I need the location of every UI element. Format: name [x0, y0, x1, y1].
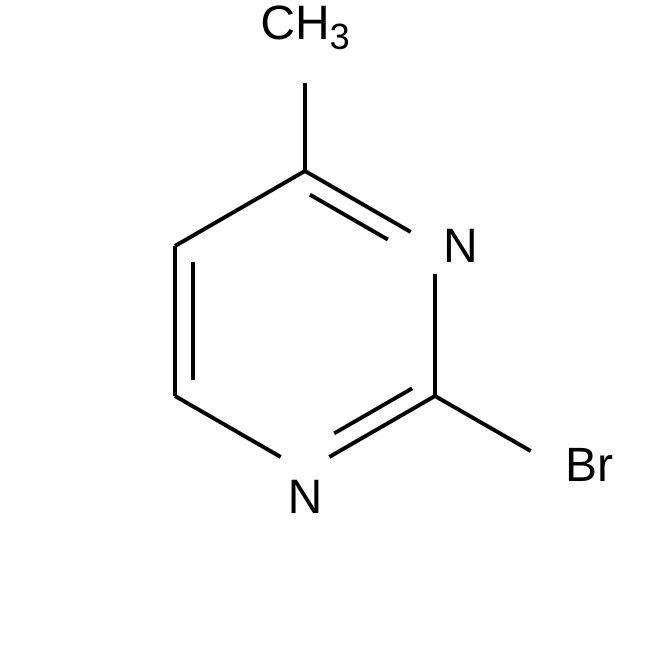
bond-line	[175, 396, 281, 457]
chemical-structure-diagram: N N CH3 Br	[0, 0, 650, 650]
bond-line	[334, 388, 412, 433]
atom-label-n3: N	[443, 220, 478, 273]
bond-line	[175, 171, 305, 246]
atoms-layer: N N CH3 Br	[260, 0, 613, 524]
bond-line	[435, 396, 531, 451]
atom-label-c7_methyl: CH3	[260, 0, 349, 57]
atom-label-br: Br	[565, 439, 613, 492]
bond-line	[310, 195, 388, 240]
atom-label-n5: N	[288, 471, 323, 524]
